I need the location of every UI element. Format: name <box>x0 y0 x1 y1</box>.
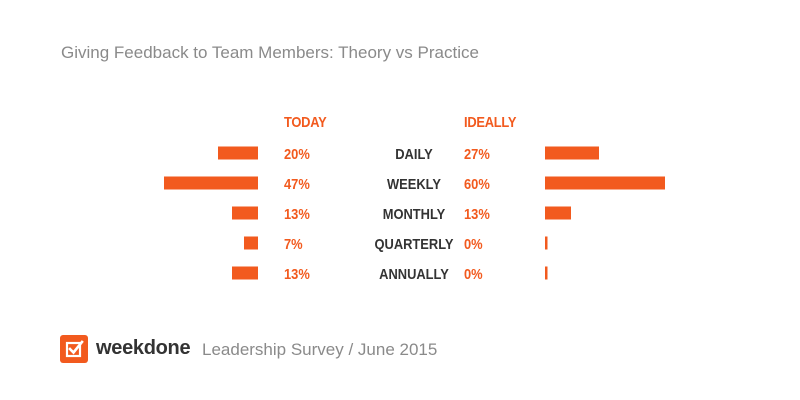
today-value-daily: 20% <box>284 145 310 162</box>
ideally-bar-monthly <box>545 206 571 220</box>
source-note: Leadership Survey / June 2015 <box>202 340 438 359</box>
today-bar-quarterly <box>244 236 258 250</box>
brand-name: weekdone <box>96 337 191 359</box>
category-label-monthly: MONTHLY <box>383 205 446 222</box>
ideally-bar-annually <box>545 266 548 280</box>
today-value-quarterly: 7% <box>284 235 303 252</box>
ideally-value-weekly: 60% <box>464 175 490 192</box>
today-value-weekly: 47% <box>284 175 310 192</box>
today-bar-monthly <box>232 206 258 220</box>
today-bar-annually <box>232 266 258 280</box>
today-bar-daily <box>218 146 258 160</box>
ideally-value-daily: 27% <box>464 145 490 162</box>
ideally-value-monthly: 13% <box>464 205 490 222</box>
ideally-bar-weekly <box>545 176 665 190</box>
checkmark-box-icon <box>60 335 88 363</box>
column-header-today: TODAY <box>284 114 327 131</box>
today-value-monthly: 13% <box>284 205 310 222</box>
chart-title: Giving Feedback to Team Members: Theory … <box>61 43 479 62</box>
category-label-annually: ANNUALLY <box>379 265 449 282</box>
column-header-ideally: IDEALLY <box>464 114 517 131</box>
ideally-bar-daily <box>545 146 599 160</box>
category-label-weekly: WEEKLY <box>387 175 442 192</box>
ideally-value-annually: 0% <box>464 265 483 282</box>
today-bar-weekly <box>164 176 258 190</box>
ideally-value-quarterly: 0% <box>464 235 483 252</box>
today-value-annually: 13% <box>284 265 310 282</box>
category-label-daily: DAILY <box>395 145 433 162</box>
ideally-bar-quarterly <box>545 236 548 250</box>
category-label-quarterly: QUARTERLY <box>375 235 455 252</box>
